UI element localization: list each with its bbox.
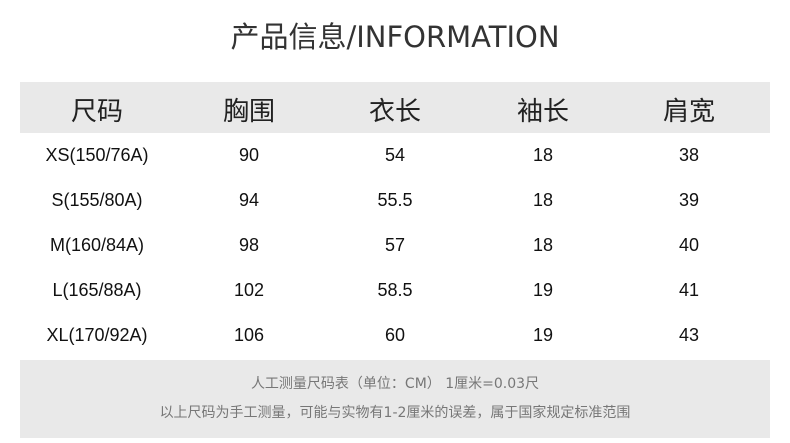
table-cell: 38 [678, 145, 700, 165]
table-row: XL(170/92A) 106 60 19 43 [20, 314, 770, 359]
table-header: 尺码 胸围 衣长 袖长 肩宽 [20, 82, 770, 133]
table-cell: XS(150/76A) [45, 145, 149, 165]
header-size: 尺码 [70, 97, 124, 127]
header-sleeve: 袖长 [516, 97, 570, 127]
page-title: 产品信息/INFORMATION [230, 20, 560, 54]
note-unit: 人工测量尺码表（单位：CM） 1厘米=0.03尺 [250, 376, 540, 392]
table-cell: 19 [532, 325, 554, 345]
table-cell: 106 [233, 325, 265, 345]
note-disclaimer: 以上尺码为手工测量，可能与实物有1-2厘米的误差，属于国家规定标准范围 [159, 405, 631, 421]
table-cell: 54 [384, 145, 406, 165]
table-cell: XL(170/92A) [46, 325, 148, 345]
table-cell: 98 [238, 235, 260, 255]
table-cell: 60 [384, 325, 406, 345]
table-cell: M(160/84A) [49, 235, 145, 255]
table-cell: 55.5 [377, 190, 413, 210]
table-cell: L(165/88A) [52, 280, 142, 300]
table-row: S(155/80A) 94 55.5 18 39 [20, 179, 770, 224]
table-cell: 43 [678, 325, 700, 345]
table-cell: 39 [678, 190, 700, 210]
header-shoulder: 肩宽 [662, 97, 716, 127]
table-cell: 102 [233, 280, 265, 300]
table-cell: 19 [532, 280, 554, 300]
table-cell: 57 [384, 235, 406, 255]
table-cell: 94 [238, 190, 260, 210]
header-chest: 胸围 [222, 97, 276, 127]
table-cell: 18 [532, 190, 554, 210]
table-cell: 40 [678, 235, 700, 255]
table-row: M(160/84A) 98 57 18 40 [20, 224, 770, 269]
table-cell: 58.5 [377, 280, 413, 300]
notes: 人工测量尺码表（单位：CM） 1厘米=0.03尺 以上尺码为手工测量，可能与实物… [20, 360, 770, 438]
table-cell: 18 [532, 235, 554, 255]
table-row: XS(150/76A) 90 54 18 38 [20, 134, 770, 179]
table-cell: 18 [532, 145, 554, 165]
table-cell: S(155/80A) [51, 190, 143, 210]
header-length: 衣长 [368, 97, 422, 127]
table-cell: 41 [678, 280, 700, 300]
table-cell: 90 [238, 145, 260, 165]
table-row: L(165/88A) 102 58.5 19 41 [20, 269, 770, 314]
